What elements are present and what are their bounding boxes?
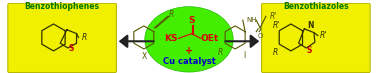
Text: X: X — [142, 52, 147, 61]
Text: Benzothiazoles: Benzothiazoles — [283, 2, 349, 11]
FancyBboxPatch shape — [8, 3, 116, 72]
Text: R: R — [218, 48, 223, 57]
Text: S: S — [189, 16, 195, 25]
Text: KS: KS — [164, 34, 178, 43]
Text: OEt: OEt — [200, 34, 218, 43]
Text: I: I — [243, 51, 246, 60]
Text: R': R' — [320, 31, 327, 40]
Text: NH: NH — [247, 17, 257, 23]
Text: R: R — [169, 10, 174, 19]
Text: Cu catalyst: Cu catalyst — [163, 57, 215, 66]
Text: R: R — [81, 33, 87, 42]
Text: N: N — [307, 21, 313, 30]
Text: O: O — [257, 32, 263, 39]
Text: Benzothiophenes: Benzothiophenes — [25, 2, 100, 11]
Text: R': R' — [270, 12, 277, 21]
Text: S: S — [307, 46, 312, 55]
Text: R': R' — [273, 21, 280, 30]
Text: S: S — [68, 44, 73, 54]
Text: R: R — [273, 48, 278, 57]
Ellipse shape — [145, 7, 233, 72]
FancyBboxPatch shape — [262, 3, 370, 72]
Text: +: + — [185, 46, 193, 56]
